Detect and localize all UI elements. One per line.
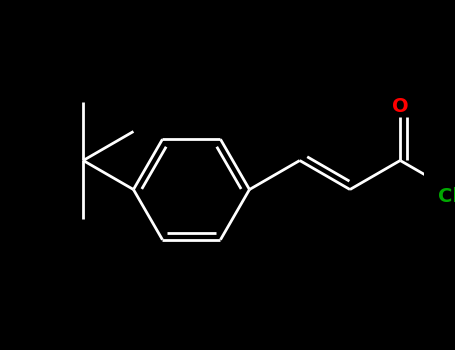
Text: Cl: Cl — [438, 187, 455, 206]
Text: O: O — [392, 97, 409, 116]
